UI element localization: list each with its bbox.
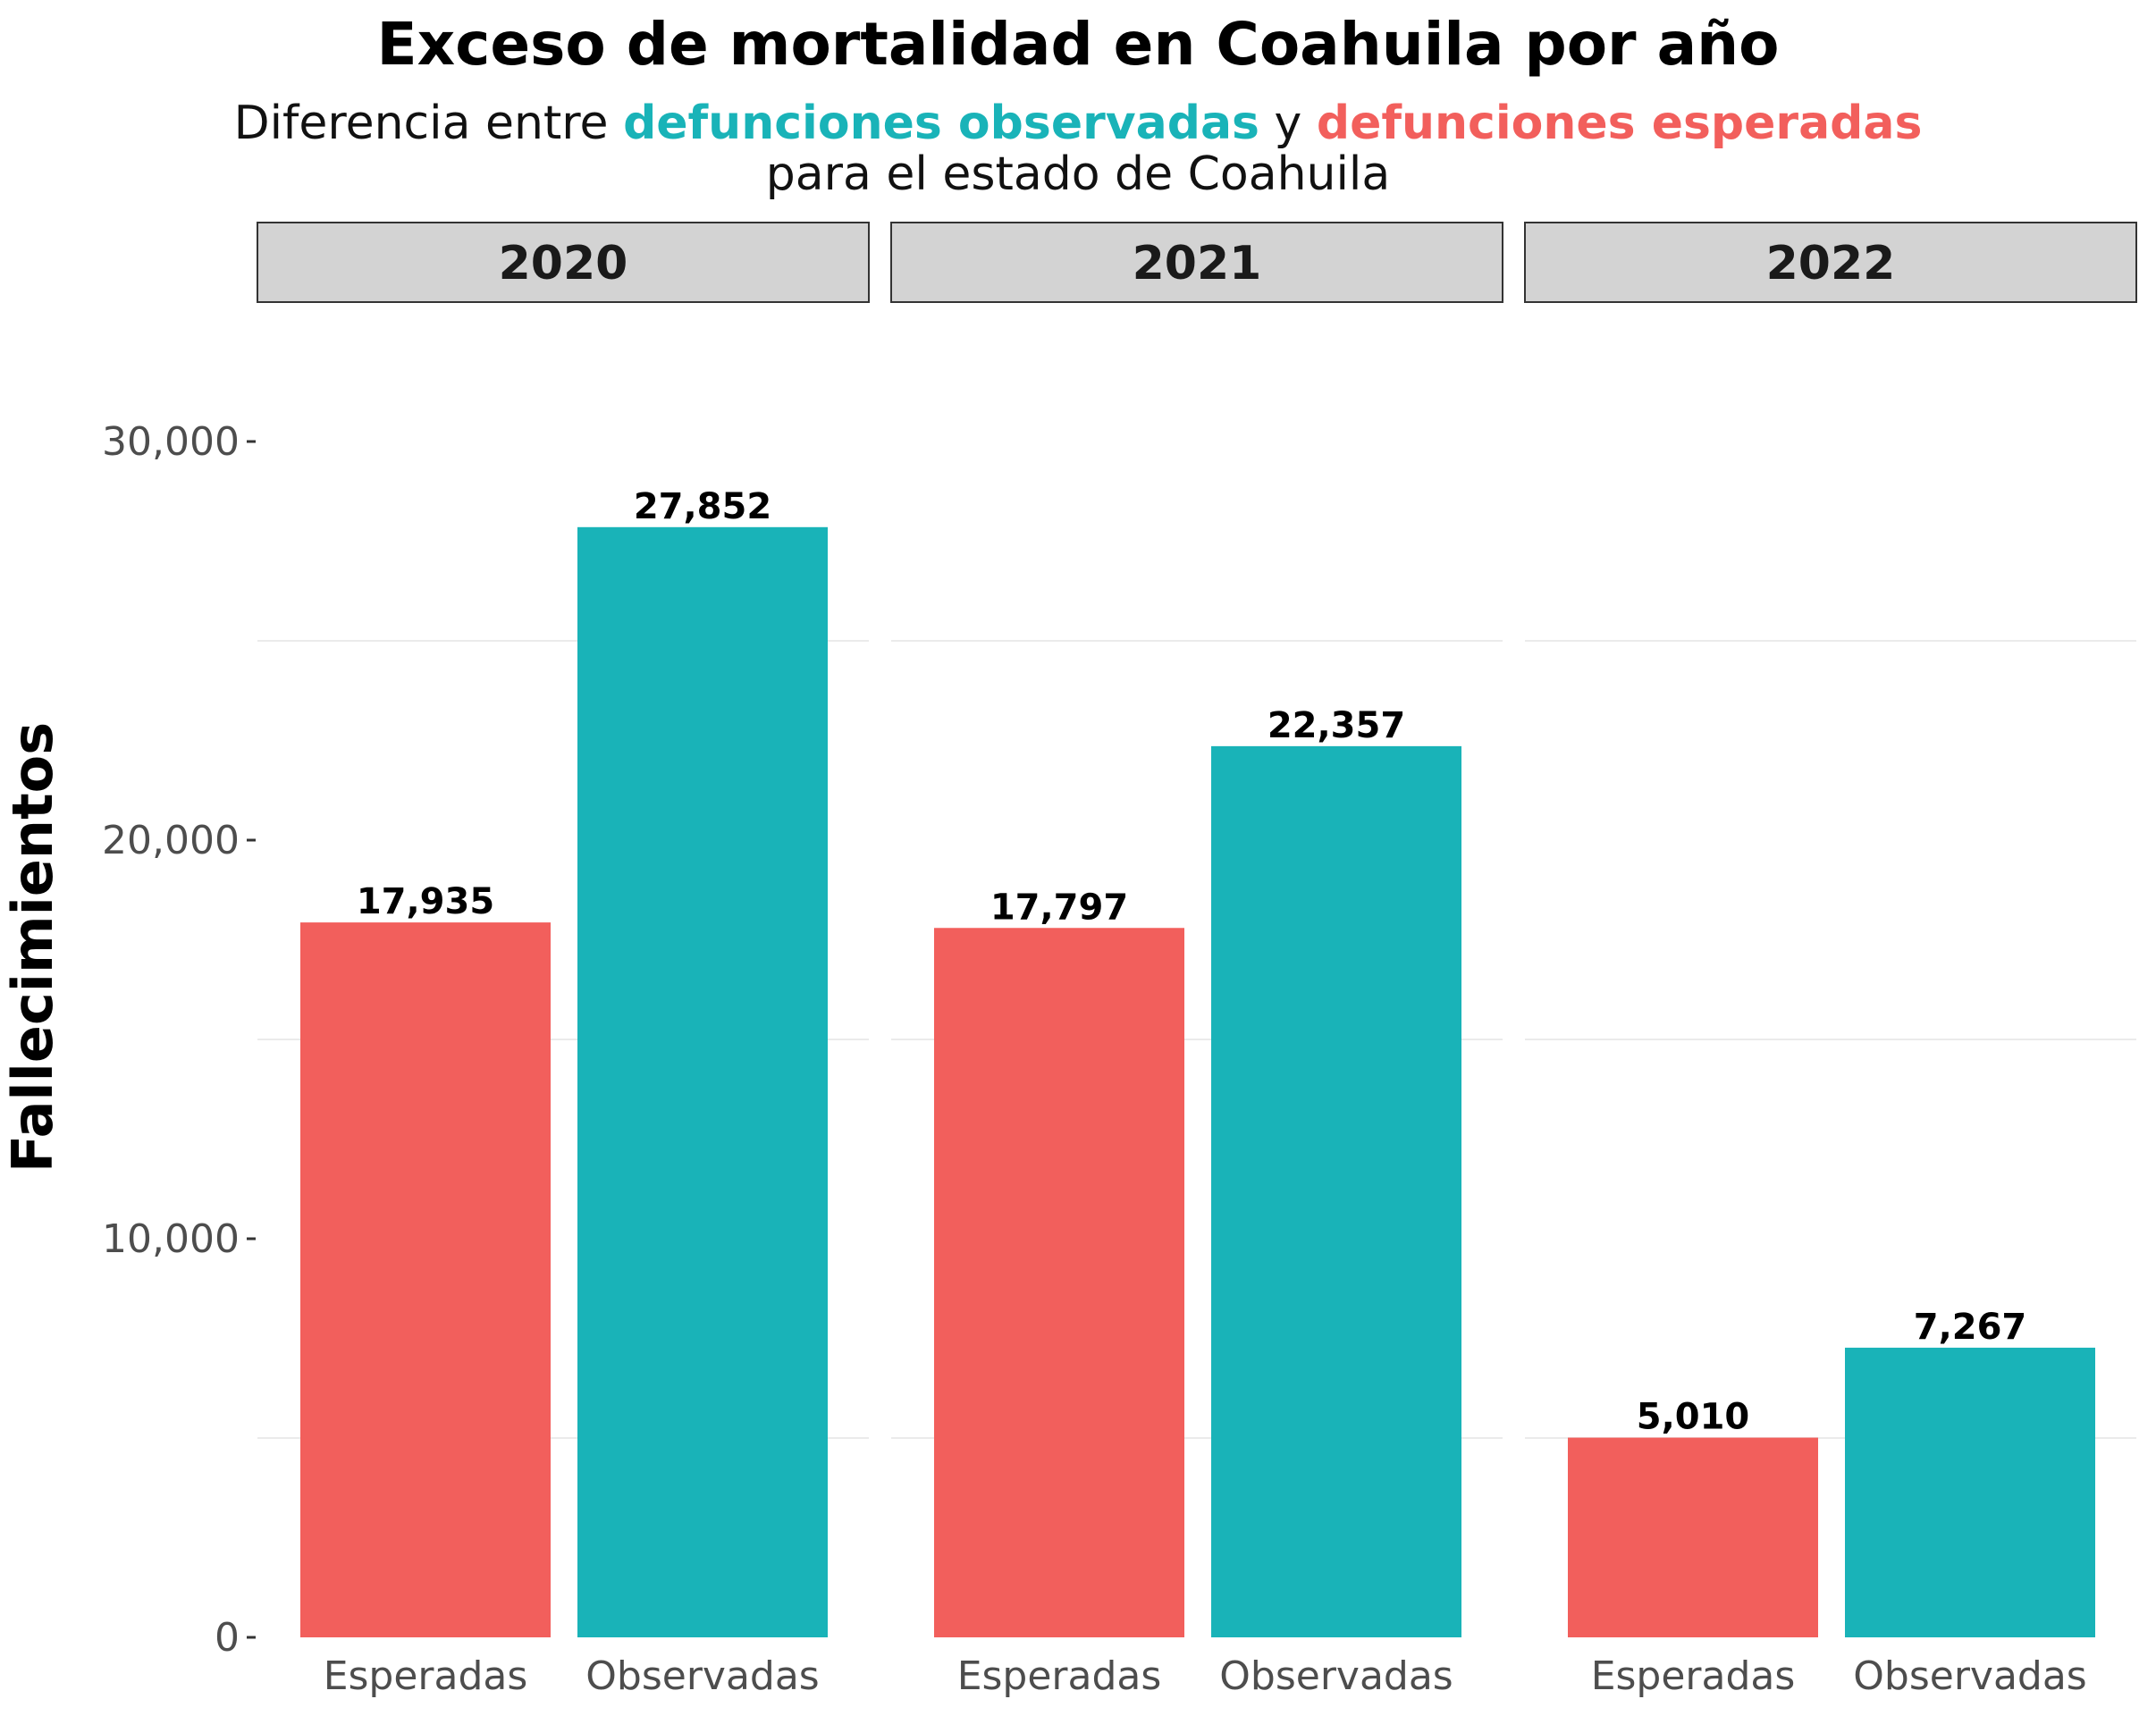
x-tick-label: Esperadas [957, 1653, 1162, 1699]
x-tick-label: Esperadas [324, 1653, 528, 1699]
bar-observadas-2021 [1211, 745, 1461, 1637]
y-tick-label: 0 [215, 1615, 240, 1661]
x-tick-label: Observadas [585, 1653, 819, 1699]
bar-esperadas-2022 [1568, 1437, 1818, 1637]
subtitle-observed: defunciones observadas [623, 97, 1259, 150]
chart-subtitle-line2: para el estado de Coahuila [766, 147, 1391, 201]
facet-strip-label: 2020 [499, 237, 628, 290]
facet-panel-2020: 2020 17,935 Esperadas 27,852 Observadas [257, 222, 870, 1699]
x-tick-label: Observadas [1219, 1653, 1453, 1699]
subtitle-expected: defunciones esperadas [1317, 97, 1923, 150]
facet-strip-label: 2021 [1133, 237, 1262, 290]
bar-observadas-2022 [1845, 1347, 2095, 1637]
x-tick-label: Observadas [1853, 1653, 2086, 1699]
chart-subtitle-line1: Diferencia entre defunciones observadas … [234, 97, 1923, 150]
x-tick-label: Esperadas [1591, 1653, 1796, 1699]
bar-observadas-2020 [577, 526, 828, 1637]
subtitle-mid: y [1259, 97, 1317, 150]
facet-panel-2021: 2021 17,797 Esperadas 22,357 Observadas [890, 222, 1503, 1699]
facet-strip [1524, 222, 2137, 303]
bar-value-label: 5,010 [1637, 1397, 1750, 1438]
y-axis: 0 10,000 20,000 30,000 [102, 419, 256, 1661]
bar-value-label: 27,852 [634, 486, 771, 527]
y-tick-label: 20,000 [102, 818, 240, 863]
bar-value-label: 17,935 [357, 881, 494, 922]
facet-strip [890, 222, 1503, 303]
y-tick-label: 30,000 [102, 419, 240, 465]
y-tick-label: 10,000 [102, 1216, 240, 1262]
bar-value-label: 22,357 [1267, 705, 1405, 746]
chart-title: Exceso de mortalidad en Coahuila por año [377, 10, 1780, 79]
bar-value-label: 7,267 [1914, 1307, 2027, 1348]
subtitle-prefix: Diferencia entre [234, 97, 624, 150]
facet-panels: 2020 17,935 Esperadas 27,852 Observadas 2021 1… [257, 222, 2137, 1699]
y-axis-label: Fallecimientos [0, 722, 65, 1173]
bar-value-label: 17,797 [990, 887, 1128, 928]
bar-esperadas-2020 [300, 922, 551, 1637]
bar-esperadas-2021 [934, 928, 1184, 1637]
facet-panel-2022: 2022 5,010 Esperadas 7,267 Observadas [1524, 222, 2137, 1699]
facet-strip [257, 222, 870, 303]
facet-strip-label: 2022 [1766, 237, 1896, 290]
